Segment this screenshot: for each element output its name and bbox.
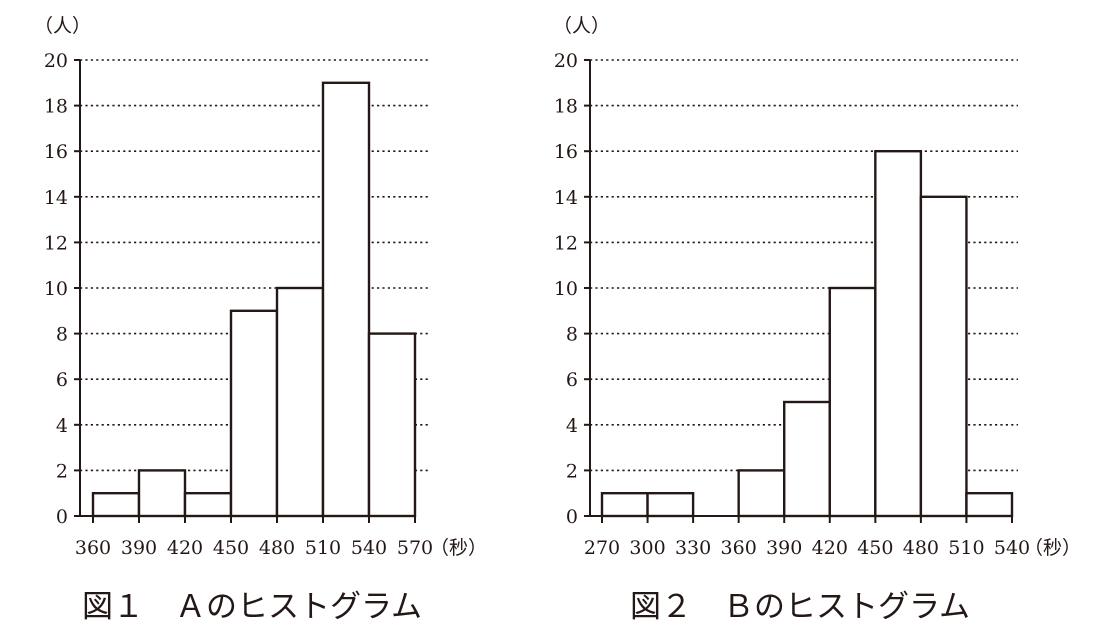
x-tick-label: 510: [948, 537, 984, 559]
x-tick-label: 450: [213, 537, 249, 559]
x-tick-label: 420: [167, 537, 203, 559]
y-tick-label: 10: [554, 278, 578, 300]
x-tick-label: 330: [675, 537, 711, 559]
y-tick-label: 14: [44, 187, 68, 209]
x-tick-label: 480: [903, 537, 939, 559]
y-tick-label: 12: [44, 232, 68, 254]
y-tick-label: 14: [554, 187, 578, 209]
y-unit-label: （人）: [34, 15, 91, 37]
x-tick-label: 390: [121, 537, 157, 559]
y-tick-label: 18: [44, 96, 68, 118]
y-tick-label: 2: [566, 460, 578, 482]
y-tick-label: 6: [56, 369, 68, 391]
histogram-bar: [275, 286, 325, 518]
histogram-bar: [91, 492, 141, 518]
y-tick-label: 12: [554, 232, 578, 254]
x-tick-label: 510: [305, 537, 341, 559]
chart-caption: 図１ Ａのヒストグラム: [82, 589, 422, 625]
histogram-bar: [600, 492, 649, 518]
histogram-bar: [646, 492, 695, 518]
histogram-bar: [965, 492, 1014, 518]
chart-caption: 図２ Ｂのヒストグラム: [630, 589, 970, 625]
histogram-bar: [229, 309, 279, 518]
x-tick-label: 390: [766, 537, 802, 559]
x-tick-label: 360: [75, 537, 111, 559]
y-tick-label: 16: [554, 141, 578, 163]
y-unit-label: （人）: [553, 15, 610, 37]
x-tick-label: 360: [721, 537, 757, 559]
y-tick-label: 0: [56, 506, 68, 528]
x-tick-label: 480: [259, 537, 295, 559]
histogram-a: （人） （秒） 図１ Ａのヒストグラム 0 2 4 6 8 10 12 14 16 18 20 360…: [34, 15, 487, 625]
y-tick-label: 0: [566, 506, 578, 528]
y-tick-label: 4: [566, 415, 578, 437]
y-tick-label: 2: [56, 460, 68, 482]
x-tick-label: 420: [812, 537, 848, 559]
y-tick-label: 8: [56, 324, 68, 346]
y-tick-label: 4: [56, 415, 68, 437]
y-tick-label: 18: [554, 96, 578, 118]
x-unit-label: （秒）: [1024, 537, 1081, 559]
y-tick-label: 20: [44, 50, 68, 72]
histogram-bar: [183, 492, 233, 518]
histogram-bar: [367, 332, 417, 518]
histogram-bar: [783, 400, 831, 518]
histogram-bar: [828, 286, 877, 518]
x-tick-label: 270: [584, 537, 620, 559]
histogram-bar: [737, 469, 786, 518]
y-tick-label: 20: [554, 50, 578, 72]
x-tick-label: 300: [629, 537, 665, 559]
x-tick-label: 540: [994, 537, 1030, 559]
y-tick-label: 8: [566, 324, 578, 346]
x-unit-label: （秒）: [430, 537, 487, 559]
histogram-bar: [874, 149, 923, 518]
histogram-bar: [321, 81, 371, 518]
histogram-b: （人） （秒） 図２ Ｂのヒストグラム 0 2 4 6 8 10 12 14 16 18 20 270…: [553, 15, 1081, 625]
y-tick-label: 6: [566, 369, 578, 391]
x-tick-label: 450: [857, 537, 893, 559]
y-tick-label: 10: [44, 278, 68, 300]
x-tick-label: 570: [397, 537, 433, 559]
y-tick-label: 16: [44, 141, 68, 163]
histogram-bar: [137, 469, 187, 518]
histogram-bar: [919, 195, 968, 518]
x-tick-label: 540: [351, 537, 387, 559]
